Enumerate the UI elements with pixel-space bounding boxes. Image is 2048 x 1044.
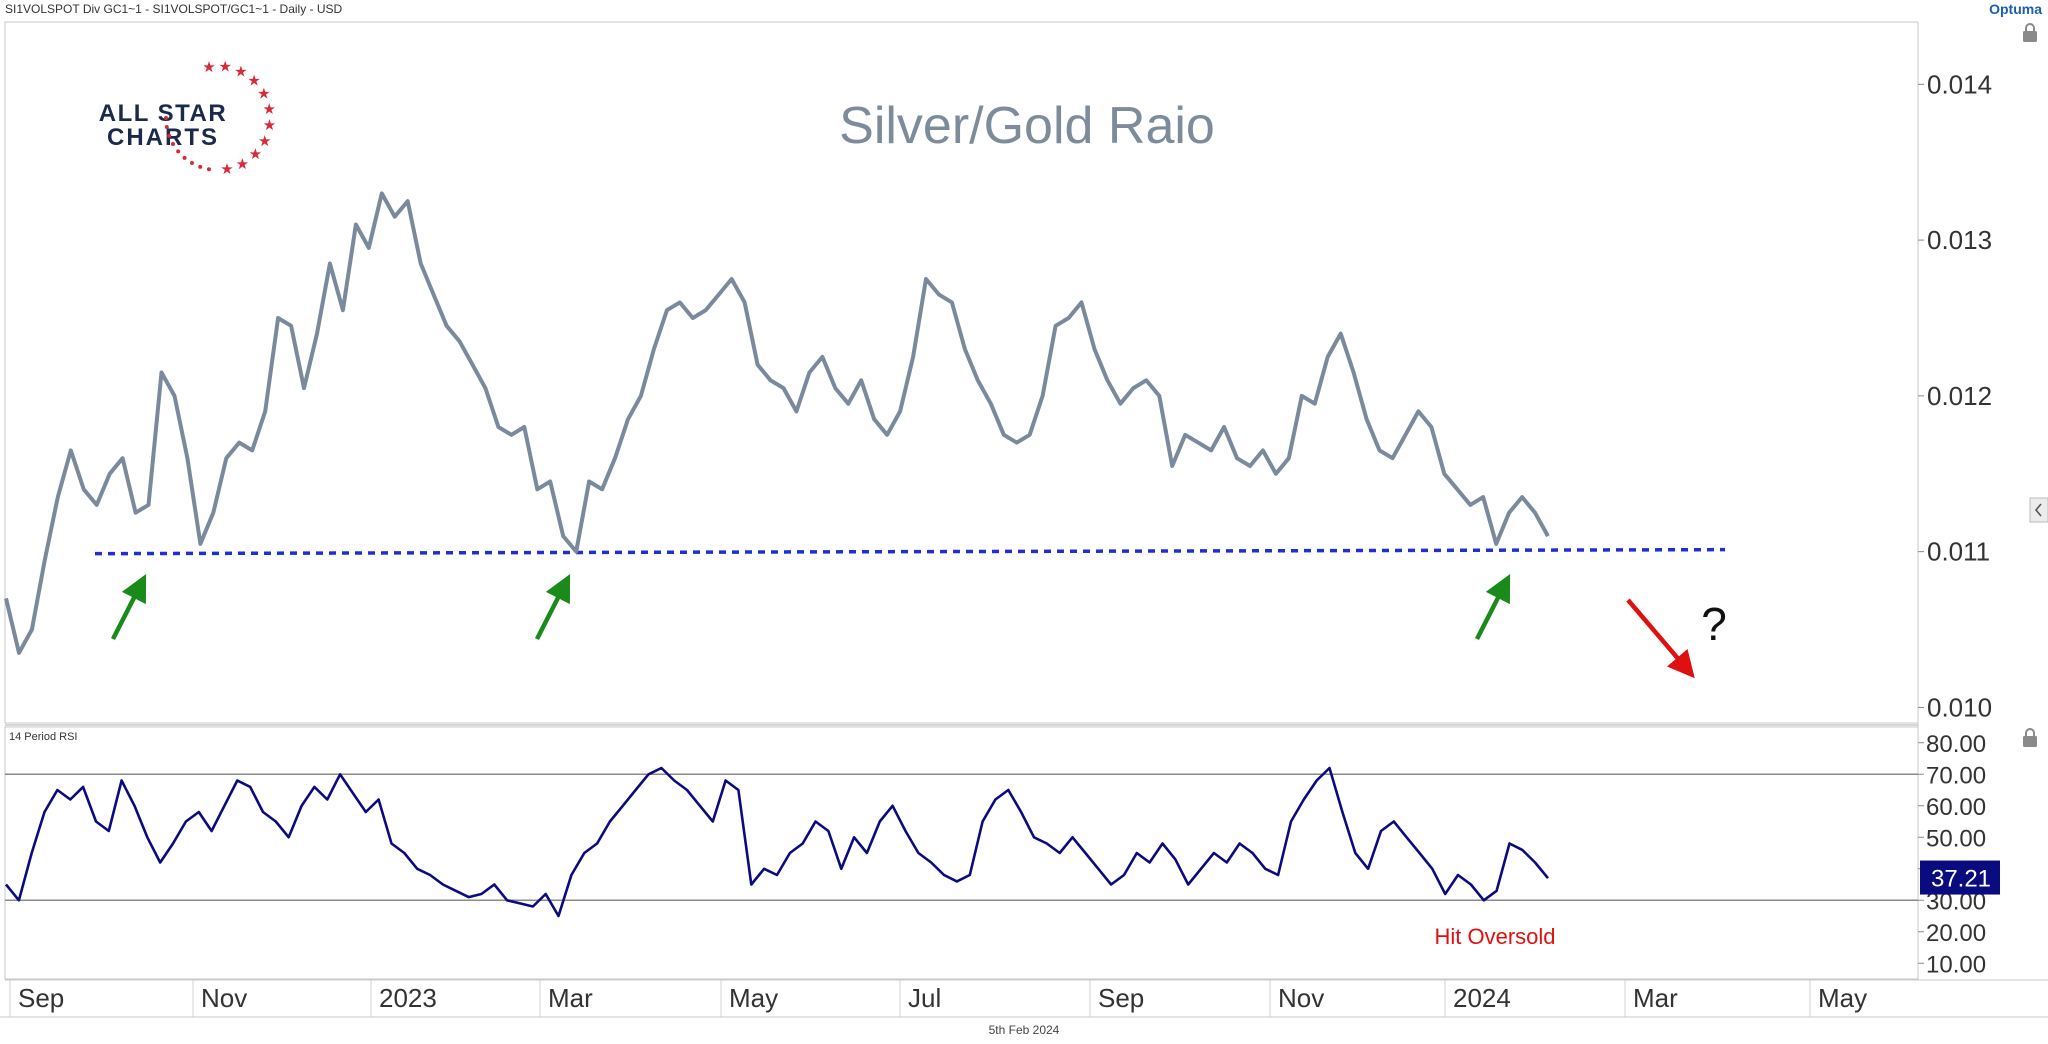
rsi-tick-label: 10.00 bbox=[1926, 951, 1986, 978]
logo-dot bbox=[164, 125, 169, 130]
logo-star-icon: ★ bbox=[236, 156, 249, 173]
logo-star-icon: ★ bbox=[219, 59, 232, 76]
x-tick-label: 2023 bbox=[379, 983, 437, 1013]
rsi-tick-label: 70.00 bbox=[1926, 762, 1986, 789]
rsi-title: 14 Period RSI bbox=[9, 731, 77, 743]
x-tick-label: May bbox=[729, 983, 778, 1013]
logo-dot bbox=[176, 149, 181, 154]
chart-date: 5th Feb 2024 bbox=[988, 1023, 1060, 1037]
x-tick-label: Sep bbox=[18, 983, 64, 1013]
rsi-reference-lines bbox=[5, 773, 1918, 901]
logo-star-icon: ★ bbox=[234, 63, 247, 80]
price-tick-label: 0.012 bbox=[1927, 381, 1992, 411]
logo-dot bbox=[164, 116, 168, 120]
rsi-tick-label: 20.00 bbox=[1926, 920, 1986, 947]
logo-dot bbox=[170, 142, 175, 146]
rsi-line bbox=[4, 766, 1550, 918]
logo-line2: CHARTS bbox=[107, 124, 219, 151]
logo-dot bbox=[206, 167, 211, 172]
rsi-last-value-badge: 37.21 bbox=[1920, 860, 2000, 895]
price-y-axis: 0.014 0.013 0.012 0.011 0.010 bbox=[1918, 69, 1992, 722]
price-tick-label: 0.010 bbox=[1927, 692, 1992, 722]
symbol-header: SI1VOLSPOT Div GC1~1 - SI1VOLSPOT/GC1~1 … bbox=[5, 2, 343, 16]
x-tick-label: Jul bbox=[908, 983, 941, 1013]
lock-icon[interactable] bbox=[2023, 23, 2037, 42]
logo-line1: ALL STAR bbox=[99, 100, 227, 127]
price-series bbox=[4, 191, 1550, 655]
logo-dot bbox=[167, 133, 172, 138]
question-mark: ? bbox=[1701, 598, 1727, 650]
support-touch-arrow-2 bbox=[534, 573, 571, 641]
logo-dot bbox=[190, 161, 194, 166]
price-tick-label: 0.013 bbox=[1927, 225, 1992, 255]
rsi-series bbox=[4, 766, 1550, 918]
logo-star-arc: ★ ★ ★★★★★★★★★ bbox=[164, 59, 276, 178]
chart-title: Silver/Gold Raio bbox=[839, 97, 1215, 155]
support-line bbox=[94, 547, 1726, 556]
allstar-logo: ALL STAR CHARTS ★ ★ ★★★★★★★★★ bbox=[99, 59, 276, 179]
x-tick-label: Nov bbox=[201, 983, 247, 1013]
x-tick-label: Mar bbox=[1633, 983, 1678, 1013]
breakdown-arrow bbox=[1626, 598, 1695, 679]
logo-star-icon: ★ bbox=[220, 161, 233, 178]
rsi-tick-label: 60.00 bbox=[1926, 794, 1986, 821]
logo-star-icon: ★ bbox=[257, 86, 270, 103]
logo-star-icon: ★ bbox=[262, 101, 275, 118]
svg-text:37.21: 37.21 bbox=[1931, 866, 1991, 893]
lock-icon[interactable] bbox=[2023, 728, 2037, 747]
price-line bbox=[4, 191, 1550, 655]
price-tick-label: 0.011 bbox=[1927, 537, 1990, 567]
logo-star-icon: ★ bbox=[258, 133, 271, 150]
rsi-pane-frame bbox=[4, 726, 1919, 980]
logo-star-icon: ★ bbox=[249, 146, 262, 163]
rsi-tick-label: 50.00 bbox=[1926, 825, 1986, 852]
x-tick-label: Sep bbox=[1098, 983, 1144, 1013]
logo-star-icon: ★ bbox=[247, 73, 260, 90]
support-touch-arrow-3 bbox=[1474, 573, 1511, 641]
x-tick-label: 2024 bbox=[1453, 983, 1511, 1013]
brand-logo: Optuma bbox=[1989, 1, 2042, 17]
x-tick-label: Mar bbox=[548, 983, 593, 1013]
price-tick-label: 0.014 bbox=[1927, 69, 1992, 99]
x-tick-label: Nov bbox=[1278, 983, 1324, 1013]
logo-dot bbox=[182, 155, 187, 160]
collapse-panel-icon[interactable] bbox=[2029, 497, 2048, 523]
logo-dot bbox=[198, 164, 203, 169]
logo-star-icon: ★ bbox=[202, 59, 215, 76]
rsi-tick-label: 80.00 bbox=[1926, 731, 1986, 758]
x-tick-label: May bbox=[1818, 983, 1867, 1013]
hit-oversold-label: Hit Oversold bbox=[1434, 924, 1555, 949]
x-axis: Sep Nov 2023 Mar May Jul Sep Nov 2024 Mar May bbox=[9, 980, 1867, 1017]
support-touch-arrow-1 bbox=[110, 573, 147, 641]
logo-star-icon: ★ bbox=[263, 117, 276, 134]
